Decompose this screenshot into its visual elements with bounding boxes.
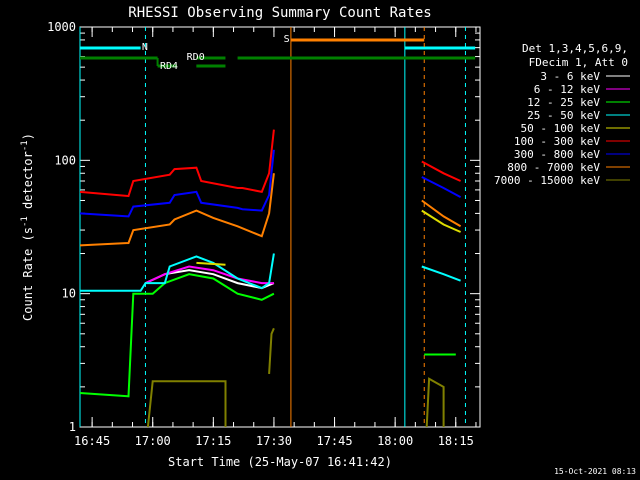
legend-label: 7000 - 15000 keV — [494, 174, 600, 187]
series-line — [421, 176, 462, 198]
series-line — [425, 377, 445, 428]
legend-label: 12 - 25 keV — [527, 96, 600, 109]
legend-label: 6 - 12 keV — [534, 83, 601, 96]
legend-header-1: Det 1,3,4,5,6,9, — [522, 42, 628, 55]
series-line — [196, 261, 226, 266]
series-line — [421, 199, 462, 228]
series-line — [268, 327, 275, 374]
series-line — [80, 253, 275, 292]
series-line — [421, 209, 462, 233]
x-tick-label: 18:00 — [377, 434, 413, 448]
y-tick-label: 1 — [69, 420, 76, 434]
rd0-label: RD0 — [187, 52, 205, 63]
x-tick-label: 17:45 — [316, 434, 352, 448]
x-axis: 16:45 17:00 17:15 17:30 17:45 18:00 18:15 — [74, 27, 477, 448]
series-line — [421, 160, 462, 182]
legend-label: 3 - 6 keV — [540, 70, 600, 83]
legend-label: 100 - 300 keV — [514, 135, 600, 148]
chart-title: RHESSI Observing Summary Count Rates — [128, 5, 431, 21]
x-tick-label: 17:30 — [256, 434, 292, 448]
y-tick-label: 10 — [62, 287, 76, 301]
y-tick-label: 1000 — [47, 20, 76, 34]
series-line — [79, 173, 275, 247]
series-group — [79, 129, 462, 428]
x-tick-label: 18:15 — [438, 434, 474, 448]
timestamp: 15-Oct-2021 08:13 — [554, 467, 636, 476]
legend-label: 50 - 100 keV — [521, 122, 601, 135]
y-tick-label: 100 — [54, 153, 76, 167]
y-axis: 1 10 100 1000 — [47, 20, 480, 434]
x-tick-label: 17:00 — [135, 434, 171, 448]
x-tick-label: 17:15 — [195, 434, 231, 448]
legend-header-2: FDecim 1, Att 0 — [529, 56, 628, 69]
series-line — [146, 380, 227, 428]
x-axis-label: Start Time (25-May-07 16:41:42) — [168, 455, 392, 469]
series-line — [145, 265, 274, 285]
series-line — [421, 265, 461, 282]
series-line — [79, 149, 275, 218]
y-axis-label: Count Rate (s-1 detector-1) — [20, 133, 35, 321]
night-label: N — [142, 42, 148, 53]
legend-label: 800 - 7000 keV — [507, 161, 600, 174]
rd4-label: RD4 — [160, 61, 178, 72]
legend-label: 25 - 50 keV — [527, 109, 600, 122]
series-line — [79, 273, 275, 398]
legend-label: 300 - 800 keV — [514, 148, 600, 161]
annotations: N S RD0 RD4 — [79, 27, 476, 427]
series-line — [79, 129, 275, 198]
saa-label: S — [284, 34, 290, 45]
plot-frame — [79, 26, 481, 428]
x-tick-label: 16:45 — [74, 434, 110, 448]
